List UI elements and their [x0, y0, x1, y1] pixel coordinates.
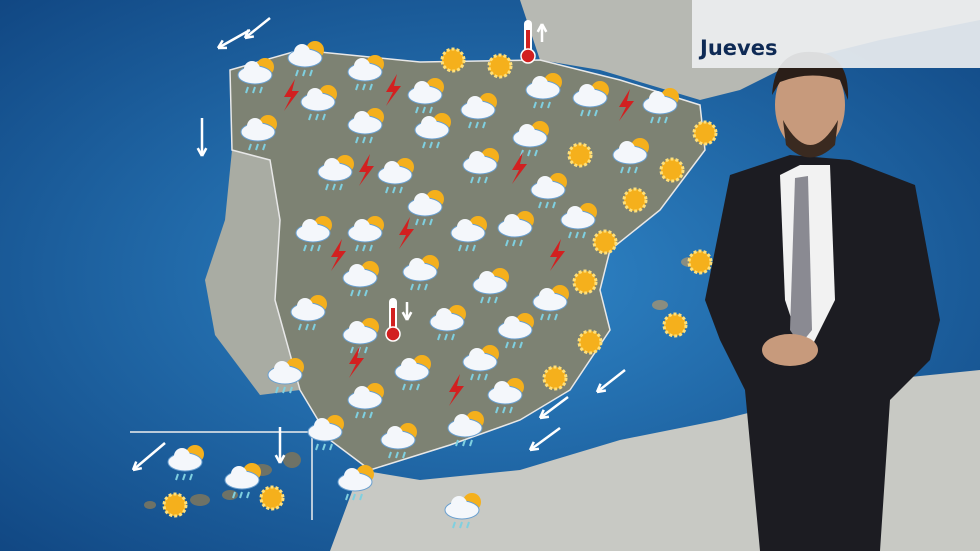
cloud-sun-rain-icon — [342, 318, 379, 354]
cloud-sun-rain-icon — [560, 203, 597, 239]
sun-icon — [687, 249, 713, 275]
storm-icon — [512, 152, 527, 184]
sun-icon — [592, 229, 618, 255]
wind-arrow-icon — [216, 28, 251, 50]
storm-icon — [386, 74, 401, 106]
cloud-sun-rain-icon — [444, 493, 481, 529]
portugal-land — [205, 150, 300, 395]
wind-arrow-icon — [536, 23, 548, 42]
wind-arrow-icon — [528, 426, 561, 452]
sun-icon — [162, 492, 188, 518]
cloud-sun-rain-icon — [512, 121, 549, 157]
cloud-sun-rain-icon — [407, 78, 444, 114]
cloud-sun-rain-icon — [380, 423, 417, 459]
sun-icon — [567, 142, 593, 168]
storm-icon — [449, 374, 464, 406]
cloud-sun-rain-icon — [497, 313, 534, 349]
cloud-sun-rain-icon — [237, 58, 274, 94]
cloud-sun-rain-icon — [307, 415, 344, 451]
cloud-sun-rain-icon — [337, 465, 374, 501]
storm-icon — [331, 239, 346, 271]
storm-icon — [349, 346, 364, 378]
thermometer-up-icon — [520, 20, 536, 64]
day-label: Jueves — [700, 36, 778, 60]
cloud-sun-rain-icon — [347, 55, 384, 91]
cloud-sun-rain-icon — [414, 113, 451, 149]
cloud-sun-rain-icon — [462, 345, 499, 381]
cloud-sun-rain-icon — [317, 155, 354, 191]
sun-icon — [692, 120, 718, 146]
thermometer-down-icon — [385, 298, 401, 342]
presenter — [705, 51, 940, 551]
cloud-sun-rain-icon — [525, 73, 562, 109]
cloud-sun-rain-icon — [342, 261, 379, 297]
cloud-sun-rain-icon — [377, 158, 414, 194]
wind-arrow-icon — [274, 427, 286, 464]
cloud-sun-rain-icon — [290, 295, 327, 331]
wind-arrow-icon — [595, 369, 626, 394]
cloud-sun-rain-icon — [407, 190, 444, 226]
storm-icon — [359, 154, 374, 186]
cloud-sun-rain-icon — [240, 115, 277, 151]
sun-icon — [622, 187, 648, 213]
cloud-sun-rain-icon — [642, 88, 679, 124]
cloud-sun-rain-icon — [447, 411, 484, 447]
cloud-sun-rain-icon — [460, 93, 497, 129]
storm-icon — [619, 89, 634, 121]
sun-icon — [487, 53, 513, 79]
cloud-sun-rain-icon — [530, 173, 567, 209]
cloud-sun-rain-icon — [612, 138, 649, 174]
cloud-sun-rain-icon — [462, 148, 499, 184]
wind-arrow-icon — [538, 396, 569, 420]
cloud-sun-rain-icon — [347, 383, 384, 419]
storm-icon — [550, 239, 565, 271]
cloud-sun-rain-icon — [287, 41, 324, 77]
cloud-sun-rain-icon — [347, 216, 384, 252]
cloud-sun-rain-icon — [295, 216, 332, 252]
cloud-sun-rain-icon — [472, 268, 509, 304]
cloud-sun-rain-icon — [267, 358, 304, 394]
sun-icon — [662, 312, 688, 338]
cloud-sun-rain-icon — [402, 255, 439, 291]
wind-arrow-icon — [401, 302, 413, 321]
sun-icon — [577, 329, 603, 355]
day-label-box: Jueves — [692, 0, 980, 68]
wind-arrow-icon — [196, 118, 208, 157]
cloud-sun-rain-icon — [224, 463, 261, 499]
sun-icon — [440, 47, 466, 73]
cloud-sun-rain-icon — [347, 108, 384, 144]
cloud-sun-rain-icon — [450, 216, 487, 252]
cloud-sun-rain-icon — [497, 211, 534, 247]
cloud-sun-rain-icon — [300, 85, 337, 121]
storm-icon — [399, 217, 414, 249]
cloud-sun-rain-icon — [394, 355, 431, 391]
cloud-sun-rain-icon — [429, 305, 466, 341]
sun-icon — [259, 485, 285, 511]
sun-icon — [659, 157, 685, 183]
cloud-sun-rain-icon — [167, 445, 204, 481]
cloud-sun-rain-icon — [532, 285, 569, 321]
storm-icon — [284, 79, 299, 111]
cloud-sun-rain-icon — [487, 378, 524, 414]
sun-icon — [572, 269, 598, 295]
sun-icon — [542, 365, 568, 391]
cloud-sun-rain-icon — [572, 81, 609, 117]
wind-arrow-icon — [131, 442, 166, 472]
